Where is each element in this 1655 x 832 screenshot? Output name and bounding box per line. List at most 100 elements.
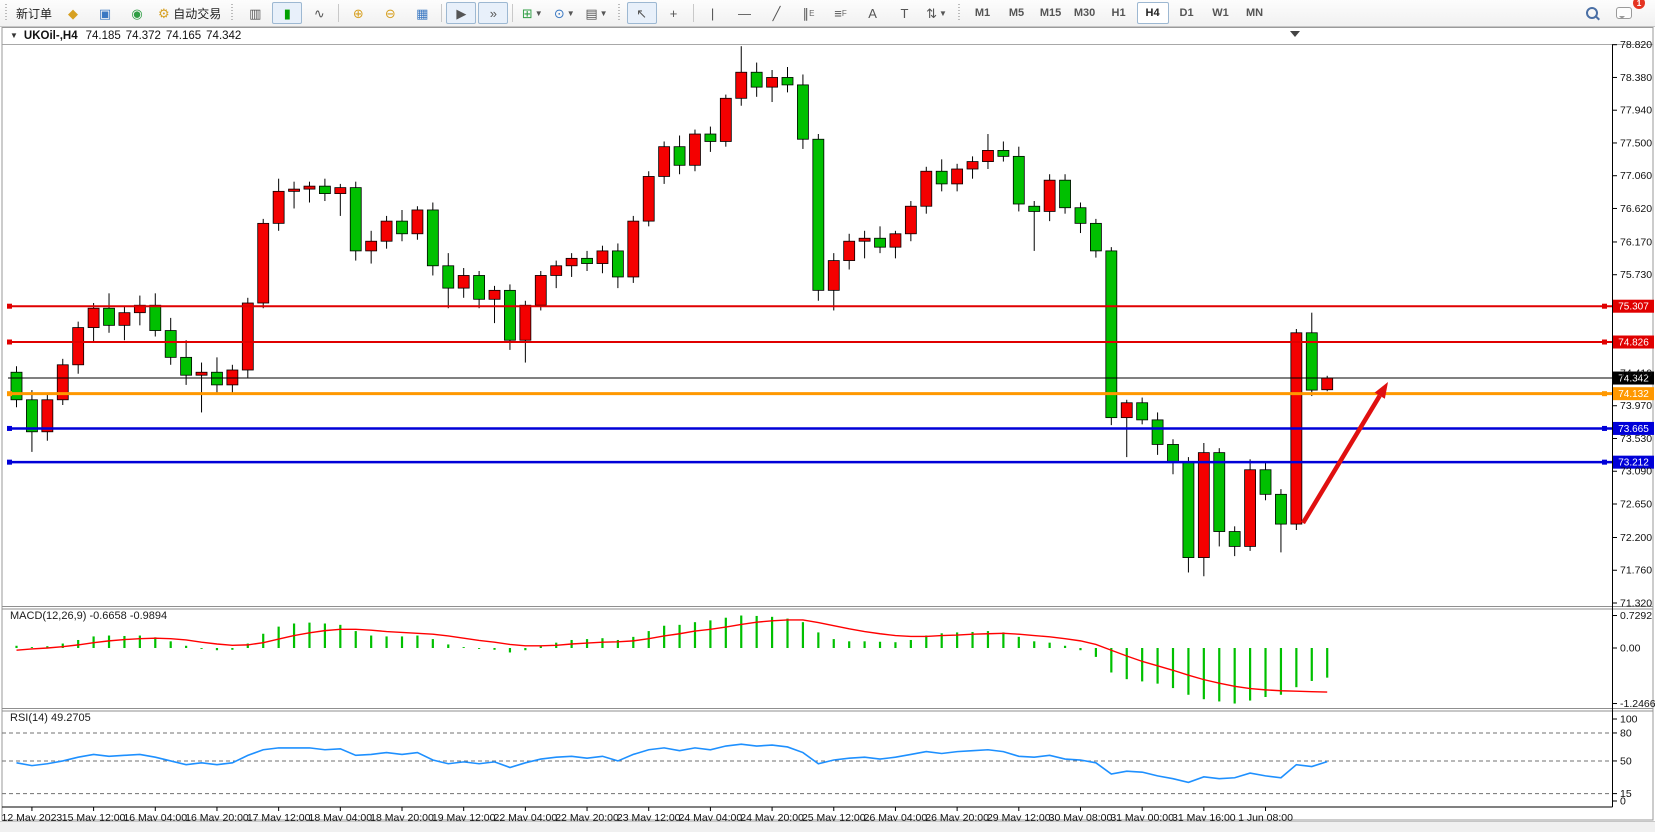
- svg-text:74.410: 74.410: [1620, 367, 1652, 379]
- signals-icon: ◉: [131, 5, 143, 21]
- crosshair-icon: +: [669, 5, 678, 21]
- fibonacci-button[interactable]: ≡ F: [834, 5, 847, 21]
- timeframe-button-h1[interactable]: H1: [1111, 7, 1126, 19]
- horizontal-line-73.212[interactable]: [7, 459, 1612, 465]
- timeframe-button-m30[interactable]: M30: [1073, 7, 1096, 19]
- new-order-button[interactable]: 新订单: [12, 2, 56, 24]
- timeframe-button-d1[interactable]: D1: [1179, 7, 1194, 19]
- price-tag-74.342: 74.342: [1613, 371, 1654, 385]
- vertical-line-icon: |: [710, 5, 715, 21]
- auto-scroll-icon: »: [489, 5, 497, 21]
- main-toolbar: 新订单 ◆ ▣ ◉ ⚙ 自动交易 ▥ ▮ ∿ ⊕ ⊖ ▦ ▶ » ⊞ ▼ ⊙ ▼ ▤…: [0, 0, 1655, 27]
- horizontal-line-75.307[interactable]: [7, 303, 1612, 309]
- zoom-in-button[interactable]: ⊕: [343, 2, 373, 24]
- symbol-period-label: UKOil-,H4: [23, 29, 78, 42]
- svg-text:75.307: 75.307: [1618, 302, 1649, 313]
- toolbar-grip[interactable]: [4, 4, 9, 22]
- status-bar: [0, 821, 1655, 832]
- candlestick-series: [10, 46, 1334, 577]
- zoom-in-icon: ⊕: [352, 5, 364, 21]
- cursor-icon: ↖: [636, 5, 647, 21]
- trend-arrow-annotation[interactable]: [1301, 382, 1388, 525]
- horizontal-line-74.132[interactable]: [7, 391, 1612, 397]
- timeframe-button-h4[interactable]: H4: [1136, 2, 1169, 24]
- chevron-down-icon: ▼: [939, 8, 947, 18]
- horizontal-line-74.826[interactable]: [7, 339, 1612, 345]
- vertical-line-button[interactable]: |: [698, 2, 728, 24]
- rsi-indicator-label: RSI(14) 49.2705: [10, 712, 91, 724]
- chart-shift-icon: ▶: [456, 5, 467, 21]
- add-indicator-button[interactable]: ⊞ ▼: [517, 2, 547, 24]
- notifications-button[interactable]: 1: [1609, 0, 1645, 24]
- text-button[interactable]: A: [858, 2, 888, 24]
- trend-line-button[interactable]: ╱: [762, 2, 792, 24]
- market-watch-button[interactable]: ◆: [58, 2, 88, 24]
- svg-text:75.730: 75.730: [1620, 269, 1652, 281]
- timeframe-button-m1[interactable]: M1: [974, 7, 991, 19]
- toolbar-grip[interactable]: [956, 4, 962, 22]
- trend-line-icon: ╱: [772, 5, 781, 21]
- svg-text:78.820: 78.820: [1620, 39, 1652, 51]
- svg-text:72.200: 72.200: [1620, 532, 1652, 544]
- text-label-button[interactable]: T: [890, 2, 920, 24]
- svg-text:76.170: 76.170: [1620, 236, 1652, 248]
- periods-clock-icon: ⊙: [553, 5, 565, 21]
- svg-text:77.940: 77.940: [1620, 105, 1652, 117]
- timeframe-button-m15[interactable]: M15: [1039, 7, 1062, 19]
- auto-trading-button[interactable]: ⚙ 自动交易: [154, 2, 225, 24]
- macd-histogram: [15, 615, 1329, 704]
- svg-text:73.970: 73.970: [1620, 400, 1652, 412]
- arrow-objects-icon: ⇅: [926, 5, 938, 21]
- low-value: 74.165: [165, 29, 202, 42]
- svg-text:73.665: 73.665: [1618, 424, 1649, 435]
- price-axis[interactable]: 78.820 78.380 77.940 77.500 77.060 76.620 76.1…: [1612, 39, 1655, 808]
- price-tag-74.826: 74.826: [1613, 335, 1654, 349]
- equidistant-channel-button[interactable]: ∥ E: [802, 5, 815, 21]
- timeframe-button-w1[interactable]: W1: [1212, 7, 1229, 19]
- arrow-objects-button[interactable]: ⇅ ▼: [922, 2, 952, 24]
- data-window-button[interactable]: ▣: [90, 2, 120, 24]
- search-button[interactable]: [1577, 2, 1607, 24]
- timeframe-button-mn[interactable]: MN: [1245, 7, 1264, 19]
- add-indicator-icon: ⊞: [521, 5, 533, 21]
- periods-button[interactable]: ⊙ ▼: [549, 2, 579, 24]
- candlestick-chart-button[interactable]: ▮: [272, 2, 303, 24]
- timeframe-button-m5[interactable]: M5: [1008, 7, 1025, 19]
- toolbar-grip[interactable]: [230, 4, 236, 22]
- collapse-icon[interactable]: ▼: [10, 31, 18, 40]
- price-tag-73.212: 73.212: [1613, 455, 1654, 469]
- svg-text:50: 50: [1620, 755, 1632, 767]
- bar-chart-button[interactable]: ▥: [240, 2, 270, 24]
- svg-text:73.212: 73.212: [1618, 458, 1649, 469]
- svg-text:78.380: 78.380: [1620, 72, 1652, 84]
- crosshair-button[interactable]: +: [659, 2, 689, 24]
- horizontal-line-button[interactable]: —: [730, 2, 760, 24]
- svg-text:77.060: 77.060: [1620, 170, 1652, 182]
- zoom-out-button[interactable]: ⊖: [375, 2, 405, 24]
- svg-text:15: 15: [1620, 788, 1632, 800]
- close-value: 74.342: [206, 29, 242, 42]
- tile-windows-icon: ▦: [416, 5, 429, 21]
- chart-shift-marker-icon[interactable]: [1290, 31, 1300, 37]
- svg-text:71.320: 71.320: [1620, 598, 1652, 610]
- fibonacci-icon: ≡: [834, 5, 842, 21]
- timeframe-group: M1 M5 M15 M30 H1 H4 D1 W1 MN: [964, 0, 1274, 26]
- tile-windows-button[interactable]: ▦: [407, 2, 437, 24]
- toolbar-grip[interactable]: [616, 4, 622, 22]
- horizontal-line-73.665[interactable]: [7, 425, 1612, 431]
- chart-shift-button[interactable]: ▶: [446, 2, 477, 24]
- search-icon: [1586, 7, 1598, 19]
- templates-button[interactable]: ▤ ▼: [581, 2, 611, 24]
- svg-text:74.132: 74.132: [1618, 389, 1649, 400]
- line-chart-button[interactable]: ∿: [304, 2, 334, 24]
- svg-text:77.500: 77.500: [1620, 137, 1652, 149]
- signals-button[interactable]: ◉: [122, 2, 152, 24]
- notification-badge: 1: [1633, 0, 1645, 9]
- auto-scroll-button[interactable]: »: [478, 2, 509, 24]
- svg-text:76.620: 76.620: [1620, 203, 1652, 215]
- cursor-button[interactable]: ↖: [626, 2, 657, 24]
- svg-text:0: 0: [1620, 796, 1626, 808]
- macd-indicator-label: MACD(12,26,9) -0.6658 -0.9894: [10, 610, 168, 622]
- svg-text:74.826: 74.826: [1618, 338, 1649, 349]
